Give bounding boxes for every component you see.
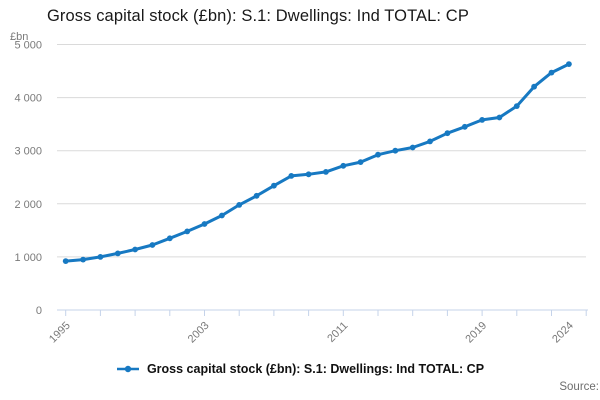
data-point-marker[interactable] (427, 138, 433, 145)
y-tick-label: 1 000 (14, 252, 42, 264)
data-point-marker[interactable] (340, 162, 347, 169)
data-point-marker[interactable] (253, 192, 260, 199)
data-point-marker[interactable] (236, 202, 243, 208)
data-point-marker[interactable] (461, 123, 468, 130)
series-line (64, 62, 571, 263)
data-point-marker[interactable] (409, 144, 416, 151)
data-point-marker[interactable] (149, 242, 156, 248)
data-point-marker[interactable] (166, 235, 173, 242)
x-tick-label: 2024 (550, 320, 576, 346)
line-chart-plot[interactable]: 0 1 000 2 000 3 000 4 000 5 000 1995 2003 2011 20… (0, 0, 600, 360)
data-point-marker[interactable] (62, 258, 69, 264)
y-tick-label: 4 000 (14, 93, 42, 105)
data-point-marker[interactable] (479, 117, 485, 123)
data-point-marker[interactable] (531, 83, 537, 90)
data-point-marker[interactable] (184, 228, 191, 235)
x-tick-label: 2011 (325, 320, 350, 345)
data-point-marker[interactable] (201, 221, 208, 227)
source-label: Source: (559, 381, 599, 393)
x-tick-label: 2019 (463, 320, 489, 346)
y-axis-unit-label: £bn (10, 31, 29, 43)
data-point-marker[interactable] (392, 147, 399, 154)
data-point-marker[interactable] (288, 173, 295, 179)
data-point-marker[interactable] (323, 169, 329, 175)
chart-title: Gross capital stock (£bn): S.1: Dwelling… (47, 7, 469, 25)
data-point-marker[interactable] (305, 171, 312, 178)
data-point-marker[interactable] (496, 114, 503, 121)
data-point-marker[interactable] (271, 182, 277, 189)
data-point-marker[interactable] (548, 69, 555, 76)
data-point-marker[interactable] (357, 159, 364, 166)
data-point-marker[interactable] (114, 250, 121, 257)
data-point-marker[interactable] (97, 254, 104, 260)
y-tick-label: 2 000 (14, 199, 42, 211)
x-tick-label: 1995 (47, 320, 73, 346)
legend-line-marker-icon (116, 365, 139, 373)
y-tick-label: 0 (36, 305, 42, 317)
legend-label: Gross capital stock (£bn): S.1: Dwelling… (146, 362, 485, 376)
data-point-marker[interactable] (513, 103, 520, 109)
data-point-marker[interactable] (444, 130, 451, 137)
data-point-marker[interactable] (375, 151, 381, 158)
data-point-marker[interactable] (219, 212, 225, 219)
y-tick-label: 5 000 (14, 40, 42, 52)
x-tick-label: 2003 (186, 320, 212, 346)
data-point-marker[interactable] (132, 246, 139, 253)
data-point-marker[interactable] (80, 256, 86, 263)
legend[interactable]: Gross capital stock (£bn): S.1: Dwelling… (0, 362, 600, 376)
data-point-marker[interactable] (566, 61, 572, 67)
y-tick-label: 3 000 (14, 146, 42, 158)
